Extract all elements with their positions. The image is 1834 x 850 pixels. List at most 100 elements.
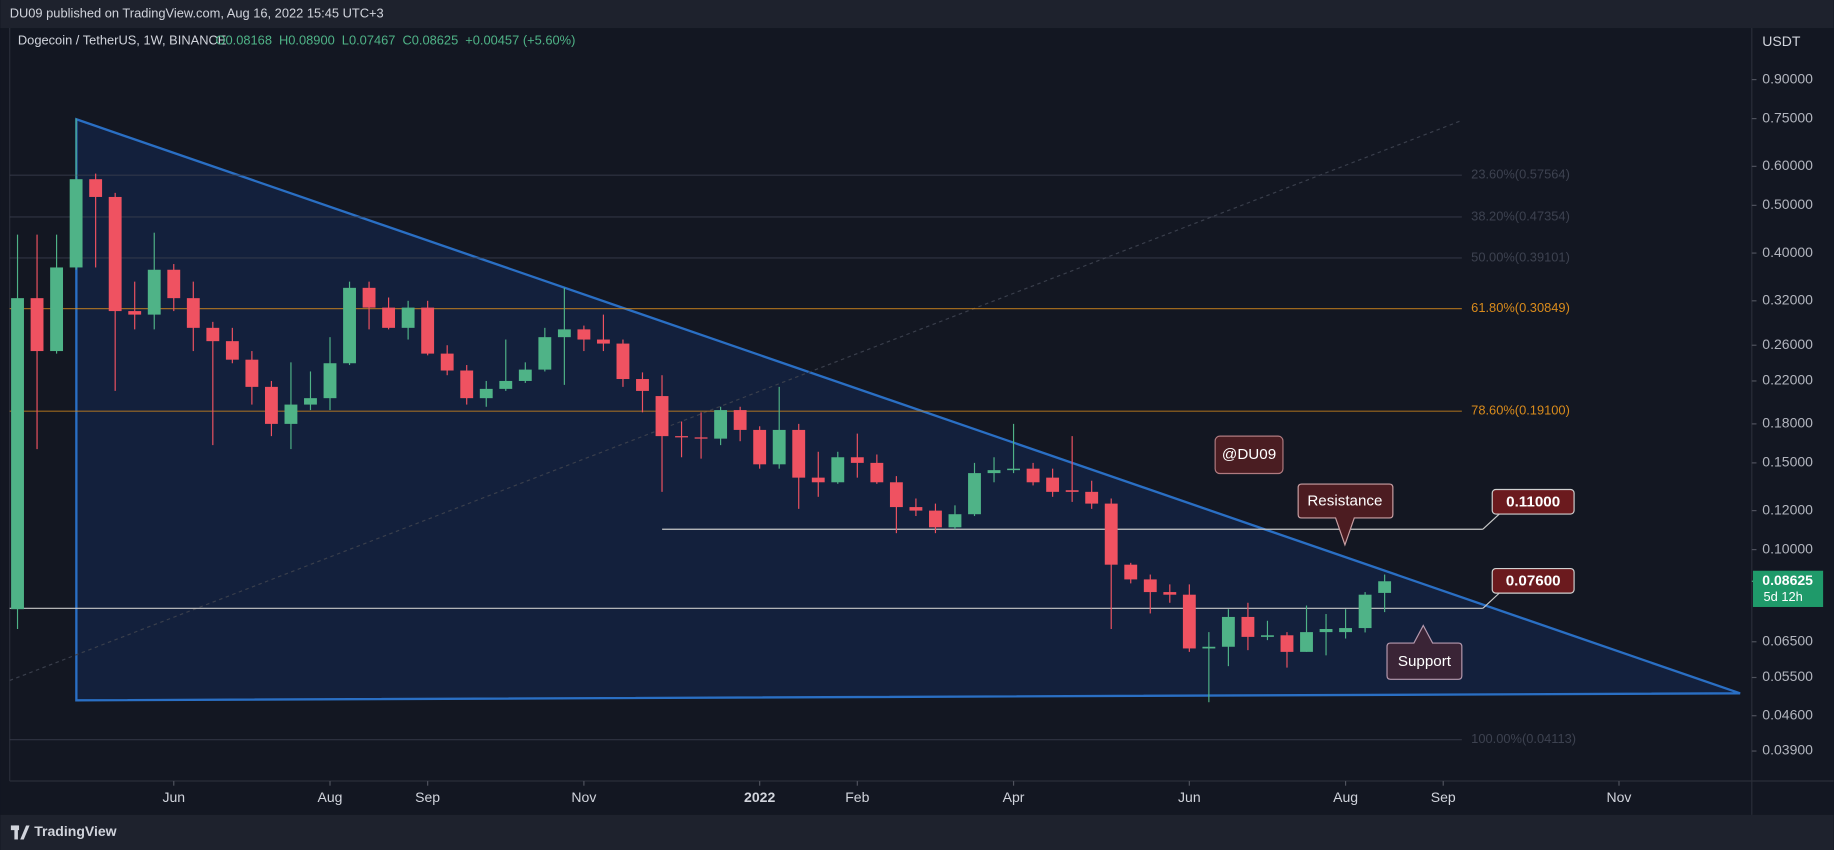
candle-body [909,507,923,511]
x-tick-label: Sep [1431,789,1456,805]
candle-body [557,329,571,338]
y-tick-label: 0.50000 [1762,196,1813,212]
level-connector [1482,592,1500,609]
support-callout [1386,624,1463,680]
candle-body [89,179,103,197]
candle-body [245,359,259,387]
candle-body [1202,646,1216,649]
y-tick-label: 0.10000 [1762,540,1813,556]
x-tick-label: Nov [1607,789,1632,805]
candle-body [772,429,786,465]
candle-body [11,298,24,610]
last-price-label: 0.08625 [1762,572,1813,588]
candle-body [850,457,864,463]
y-tick-label: 0.90000 [1762,70,1813,86]
candle-body [518,369,532,381]
candle-body [343,287,356,364]
candle-body [69,179,83,268]
resistance-callout [1297,483,1394,547]
level-label-box [1491,488,1575,515]
candle-body [870,462,884,483]
candle-body [694,437,708,439]
y-tick-label: 0.26000 [1762,336,1813,352]
candle-body [831,457,845,483]
x-tick-label: Sep [415,789,440,805]
plot-area [9,117,1741,741]
x-tick-label: Nov [571,789,596,805]
level-label: 0.11000 [1506,493,1560,510]
symbol-info: Dogecoin / TetherUS, 1W, BINANCE [18,32,227,47]
x-tick-label: Aug [318,789,343,805]
y-tick-label: 0.06500 [1762,632,1813,648]
y-tick-label: 0.18000 [1762,415,1813,431]
y-tick-label: 0.75000 [1762,109,1813,125]
candle-body [1280,635,1294,652]
candle-body [128,311,142,315]
candle-body [167,269,181,299]
y-tick-label: 0.03900 [1762,742,1813,758]
candle-body [596,339,610,344]
candle-body [968,473,981,515]
candle-body [284,404,298,424]
candle-body [1085,491,1099,504]
x-tick-label: Aug [1333,789,1358,805]
fib-level-label: 61.80%(0.30849) [1471,300,1570,315]
candle-body [1182,594,1196,649]
candle-body [1378,581,1392,593]
author-label: @DU09 [1222,446,1276,463]
candle-body [929,510,942,528]
x-tick-label: Apr [1003,789,1025,805]
candle-body [753,429,767,465]
candle-body [362,287,376,308]
bottom-bar [0,814,1834,850]
fib-level-label: 50.00%(0.39101) [1471,249,1570,264]
level-connector [1482,513,1500,530]
candle-body [1104,503,1118,565]
candle-body [186,298,200,328]
candle-body [577,329,591,340]
ohlc-value: H0.08900 [279,32,335,47]
brand-name: TradingView [34,823,116,839]
ohlc-value: L0.07467 [342,32,396,47]
candle-body [1007,468,1020,471]
candle-body [675,436,688,438]
y-tick-label: 0.60000 [1762,157,1813,173]
y-tick-label: 0.12000 [1762,501,1813,517]
candle-body [323,363,337,399]
candle-body [1339,628,1353,633]
publish-info: DU09 published on TradingView.com, Aug 1… [10,5,384,20]
candle-body [1221,616,1235,647]
candle-body [714,410,728,439]
x-tick-label: 2022 [744,789,775,805]
axis-unit: USDT [1762,33,1801,49]
candle-body [382,307,396,328]
candle-body [1163,592,1177,595]
fib-level-label: 23.60%(0.57564) [1471,167,1570,182]
candle-body [948,514,962,528]
candle-body [616,343,630,380]
candle-body [225,341,239,360]
countdown-label: 5d 12h [1763,589,1802,604]
ohlc-legend: O0.08168 H0.08900 L0.07467 C0.08625 +0.00457… [215,32,575,47]
candle-body [401,307,415,328]
candle-body [206,327,220,342]
candle-body [1065,490,1079,492]
candle-body [811,477,825,483]
candle-body [1026,468,1040,483]
candle-body [108,196,122,312]
x-tick-label: Feb [845,789,869,805]
candle-body [1124,564,1138,580]
ohlc-value: +0.00457 (+5.60%) [465,32,575,47]
top-bar [0,0,1834,29]
candle-body [479,388,493,399]
candle-body [499,380,513,389]
candle-body [733,410,747,430]
candle-body [1261,635,1274,637]
triangle-pattern [75,117,1741,702]
y-tick-label: 0.04600 [1762,706,1813,722]
fib-level-label: 100.00%(0.04113) [1471,731,1576,746]
author-box [1214,435,1284,475]
y-tick-label: 0.05500 [1762,668,1813,684]
